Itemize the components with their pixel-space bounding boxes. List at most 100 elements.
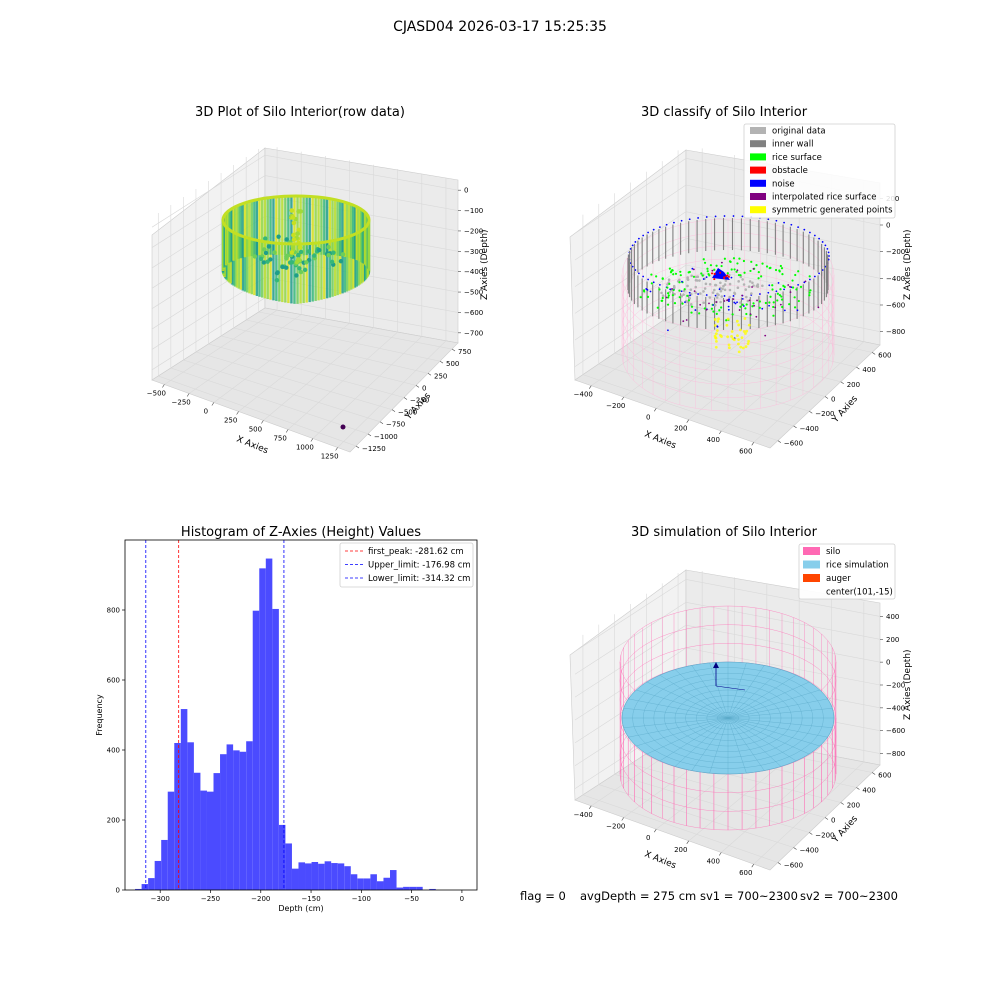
cl-y-tick-label: 400 — [862, 366, 875, 374]
sim-rice-spoke — [709, 662, 729, 719]
cl-grid-zl — [574, 264, 687, 341]
figure-suptitle: CJASD04 2026-03-17 15:25:35 — [393, 19, 607, 35]
cl-original-point — [750, 292, 753, 295]
cl-rice-point — [668, 267, 672, 270]
sim-y-tick-label: 0 — [831, 817, 835, 825]
cl-symmetric-point — [740, 336, 744, 340]
histogram-bar — [161, 839, 168, 890]
cl-noise-point — [673, 221, 675, 224]
sim-grid-zl — [574, 647, 687, 721]
raw-grid-y — [233, 327, 429, 374]
sim-legend-swatch — [803, 560, 820, 569]
cl-noise-point — [647, 278, 649, 281]
sim-y-tick — [809, 832, 813, 835]
cl-noise-point — [828, 255, 830, 257]
sim-rice-spoke — [727, 662, 747, 719]
cl-noise-point — [665, 223, 668, 226]
raw-floor-point — [297, 266, 302, 271]
cl-rice-point — [720, 264, 723, 268]
cl-noise-point — [790, 223, 793, 226]
histogram-bar — [324, 861, 332, 890]
cl-interp-point — [720, 261, 723, 264]
histogram-bar — [246, 741, 253, 890]
raw-center-point — [291, 220, 297, 226]
cl-original-point — [702, 290, 705, 293]
cl-grid-y — [662, 320, 857, 368]
raw-outlier-point — [340, 424, 346, 430]
cl-symmetric-point — [713, 318, 717, 321]
sim-x-tick-label: 200 — [674, 846, 687, 854]
raw-x-tick-label: 750 — [273, 435, 286, 443]
cl-rice-point — [742, 259, 746, 263]
raw-z-tick-label: −400 — [464, 268, 483, 276]
cl-symmetric-point — [736, 334, 739, 338]
cl-symmetric-point — [735, 319, 739, 323]
cl-rice-point — [771, 284, 774, 287]
cl-noise-point — [697, 293, 699, 295]
cl-y-tick-label: 0 — [831, 396, 835, 404]
raw-floor-point — [329, 259, 335, 265]
cl-rice-point — [672, 288, 675, 292]
classify-z-axis-label: Z Axies (Depth) — [903, 229, 913, 300]
raw-y-tick — [439, 360, 444, 364]
cl-rice-point — [666, 286, 669, 289]
cl-rice-point — [661, 277, 664, 280]
cl-rice-point — [698, 312, 701, 315]
cl-rice-point — [772, 314, 775, 317]
histogram-bar — [148, 878, 155, 890]
sim-rice-spoke — [628, 717, 729, 738]
sim-rice-spoke — [691, 717, 729, 771]
raw-floor-point — [296, 252, 301, 258]
sim-z-tick-label: −400 — [886, 704, 905, 712]
cl-symmetric-point — [713, 324, 717, 327]
sim-x-tick — [654, 829, 657, 833]
cl-original-point — [690, 274, 693, 278]
sim-grid-y — [582, 794, 778, 863]
cl-noise-point — [634, 241, 637, 243]
cl-interp-point — [796, 309, 799, 312]
cl-silo-ring — [621, 285, 835, 398]
cl-interp-point — [649, 290, 652, 293]
sim-rice-spoke — [709, 717, 729, 774]
raw-center-point — [295, 231, 300, 236]
cl-noise-point — [813, 275, 816, 278]
cl-rice-point — [758, 300, 761, 303]
sim-rice-spoke — [727, 717, 810, 755]
cl-rice-point — [783, 285, 786, 289]
cl-original-point — [747, 285, 751, 288]
raw-floor-point — [272, 250, 277, 255]
histogram-bar — [396, 887, 404, 890]
cl-rice-point — [700, 272, 703, 275]
cl-rice-point — [741, 303, 744, 306]
cl-rice-point — [791, 286, 795, 289]
cl-noise-point — [652, 228, 655, 231]
cl-original-point — [744, 288, 748, 291]
histogram-legend-entries: first_peak: -281.62 cm Upper_limit: -176.… — [345, 547, 471, 584]
raw-grid-zl — [151, 175, 266, 248]
raw-y-tick-label: 500 — [446, 360, 459, 368]
sim-z-ticks: 400 200 0 −200 −400 −600 −800 — [880, 613, 905, 758]
status-avg-depth: avgDepth = 275 cm — [580, 889, 696, 903]
cl-rice-point — [678, 289, 681, 292]
histogram-bar — [193, 772, 201, 890]
sim-rice-spoke — [646, 681, 729, 719]
histogram-bar — [291, 868, 299, 890]
cl-interp-point — [727, 305, 730, 308]
histogram-y-tick-label: 200 — [107, 817, 120, 825]
cl-grid-y — [598, 363, 794, 427]
sim-grid-z — [685, 601, 881, 640]
cl-original-point — [737, 280, 740, 283]
cl-symmetric-point — [714, 345, 718, 349]
raw-floor-point — [274, 278, 280, 283]
cl-grid-y — [646, 331, 841, 383]
histogram-y-axis-label: Frequency — [95, 694, 104, 736]
raw-grid-y — [158, 375, 357, 447]
histogram-x-tick-label: −300 — [151, 895, 170, 903]
raw-x-tick — [236, 411, 239, 415]
sim-x-tick-label: 600 — [739, 869, 752, 877]
raw-x-tick — [285, 429, 289, 433]
raw-center-point — [289, 250, 295, 255]
raw-floor-point — [331, 250, 336, 255]
histogram-bar — [239, 751, 247, 890]
